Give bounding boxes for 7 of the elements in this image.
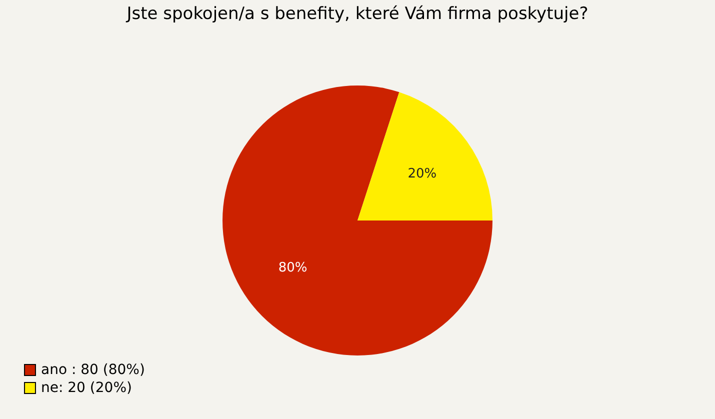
data-label: 80% xyxy=(278,260,308,276)
pie-slice xyxy=(358,92,492,220)
legend-label: ne: 20 (20%) xyxy=(41,380,132,396)
legend-label: ano : 80 (80%) xyxy=(41,362,145,378)
data-label: 20% xyxy=(408,166,437,182)
chart-title: Jste spokojen/a s benefity, které Vám firma poskytuje? xyxy=(126,4,588,24)
pie-slice xyxy=(222,86,492,356)
